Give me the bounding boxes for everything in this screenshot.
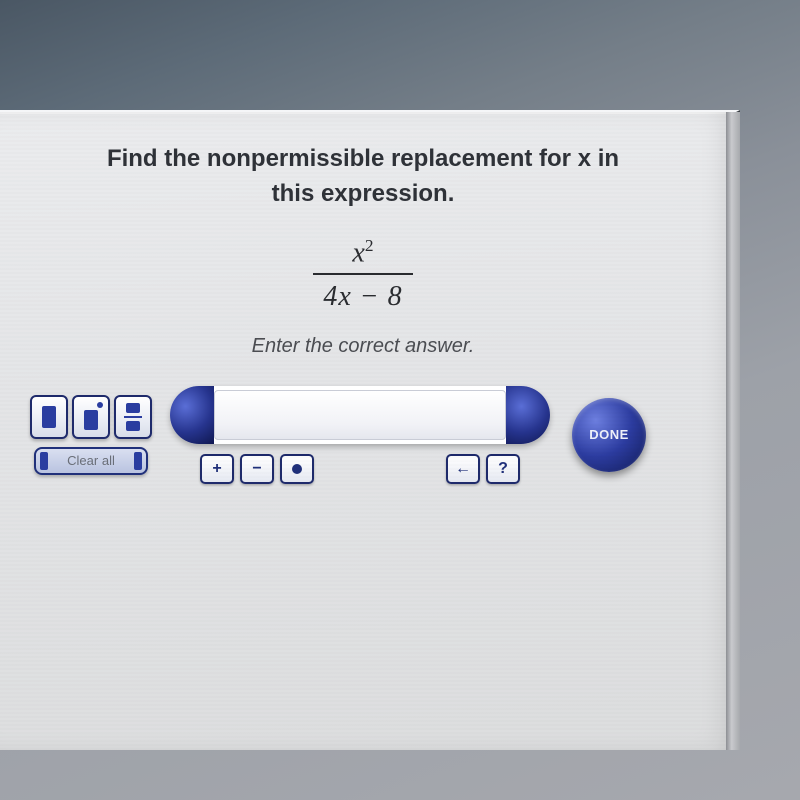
question-line-2: this expression. <box>272 180 455 207</box>
numerator-base: x <box>352 237 364 268</box>
plus-button[interactable]: + <box>200 454 234 484</box>
template-box-button[interactable] <box>30 395 68 439</box>
fraction: x2 4x − 8 <box>311 236 414 313</box>
box-icon <box>42 406 56 428</box>
answer-row: Clear all + − ← ? <box>30 386 696 484</box>
under-tool-row: + − ← ? <box>170 454 550 484</box>
answer-area: + − ← ? <box>170 386 550 484</box>
plus-icon: + <box>212 460 221 478</box>
operator-tool-group: + − <box>200 454 314 484</box>
numerator-exponent: 2 <box>365 236 374 255</box>
minus-button[interactable]: − <box>240 454 274 484</box>
help-button[interactable]: ? <box>486 454 520 484</box>
question-mark-icon: ? <box>498 460 508 478</box>
fraction-top-icon <box>126 403 140 413</box>
fraction-bottom-icon <box>126 421 140 431</box>
base-box-icon <box>84 410 98 430</box>
template-buttons <box>30 395 152 439</box>
backspace-button[interactable]: ← <box>446 454 480 484</box>
fraction-numerator: x2 <box>311 236 414 273</box>
dot-icon <box>292 464 302 474</box>
clear-all-button[interactable]: Clear all <box>34 447 148 475</box>
answer-input[interactable] <box>214 390 506 440</box>
minus-icon: − <box>252 460 261 478</box>
photo-background: Find the nonpermissible replacement for … <box>0 0 800 800</box>
clear-all-label: Clear all <box>67 453 115 468</box>
instruction-text: Enter the correct answer. <box>30 335 696 358</box>
nav-tool-group: ← ? <box>446 454 520 484</box>
done-button[interactable]: DONE <box>572 398 646 472</box>
fraction-bar-icon <box>124 416 142 418</box>
dot-button[interactable] <box>280 454 314 484</box>
done-label: DONE <box>589 427 629 442</box>
template-fraction-button[interactable] <box>114 395 152 439</box>
template-exponent-button[interactable] <box>72 395 110 439</box>
exponent-dot-icon <box>97 402 103 408</box>
pill-cap-right-icon <box>506 386 550 444</box>
math-expression: x2 4x − 8 <box>30 236 696 313</box>
question-line-1: Find the nonpermissible replacement for … <box>107 145 619 172</box>
answer-pill <box>170 386 550 444</box>
template-button-cluster: Clear all <box>30 395 152 475</box>
fraction-denominator: 4x − 8 <box>311 275 414 313</box>
question-text: Find the nonpermissible replacement for … <box>43 142 683 212</box>
back-arrow-icon: ← <box>455 460 471 478</box>
pill-cap-left-icon <box>170 386 214 444</box>
quiz-panel: Find the nonpermissible replacement for … <box>0 110 740 750</box>
